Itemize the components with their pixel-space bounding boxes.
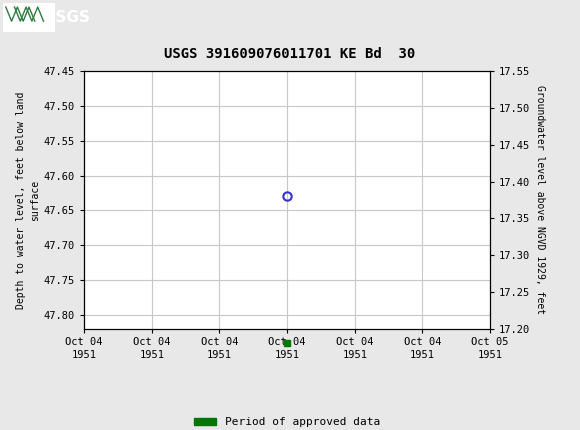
Text: USGS 391609076011701 KE Bd  30: USGS 391609076011701 KE Bd 30 bbox=[164, 47, 416, 61]
Text: USGS: USGS bbox=[44, 10, 90, 25]
Y-axis label: Groundwater level above NGVD 1929, feet: Groundwater level above NGVD 1929, feet bbox=[535, 86, 545, 314]
Legend: Period of approved data: Period of approved data bbox=[190, 413, 385, 430]
Y-axis label: Depth to water level, feet below land
surface: Depth to water level, feet below land su… bbox=[16, 91, 39, 309]
Bar bbox=[3, 3, 55, 32]
